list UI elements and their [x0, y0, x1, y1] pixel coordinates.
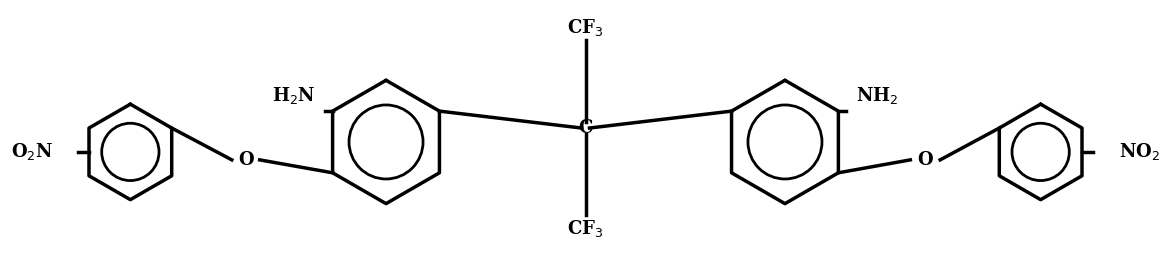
Text: C: C: [578, 119, 593, 137]
Text: NH$_2$: NH$_2$: [856, 85, 898, 106]
Text: O: O: [238, 151, 254, 169]
Text: CF$_3$: CF$_3$: [568, 218, 603, 239]
Text: H$_2$N: H$_2$N: [272, 85, 315, 106]
Text: CF$_3$: CF$_3$: [568, 18, 603, 39]
Text: O$_2$N: O$_2$N: [11, 141, 53, 163]
Text: O: O: [917, 151, 933, 169]
Text: NO$_2$: NO$_2$: [1119, 141, 1160, 163]
